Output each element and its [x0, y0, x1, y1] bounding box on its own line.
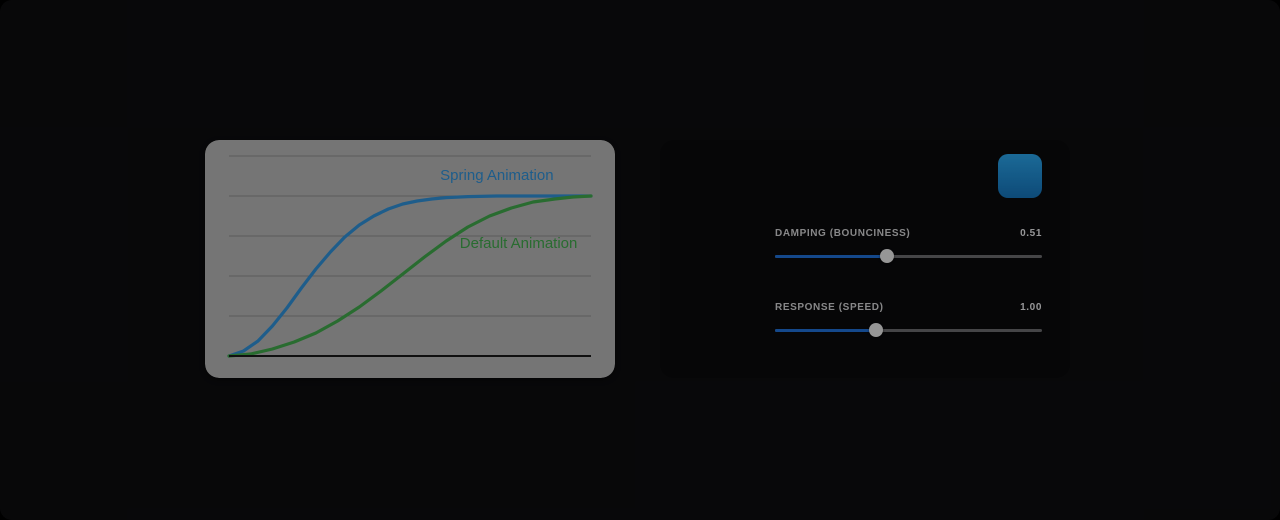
chart-svg: Spring Animation Default Animation	[205, 140, 615, 378]
slider-thumb[interactable]	[869, 323, 883, 337]
preview-swatch	[998, 154, 1042, 198]
slider-thumb[interactable]	[880, 249, 894, 263]
animation-curve-chart: Spring Animation Default Animation	[205, 140, 615, 378]
damping-slider[interactable]	[775, 249, 1042, 263]
svg-text:Spring Animation: Spring Animation	[440, 167, 553, 184]
svg-text:Default Animation: Default Animation	[460, 235, 578, 252]
damping-label: DAMPING (BOUNCINESS)	[775, 228, 910, 239]
damping-value: 0.51	[1020, 228, 1042, 239]
controls-panel: DAMPING (BOUNCINESS) 0.51 RESPONSE (SPEE…	[660, 140, 1070, 378]
response-label: RESPONSE (SPEED)	[775, 302, 884, 313]
slider-fill	[775, 329, 876, 332]
response-slider[interactable]	[775, 323, 1042, 337]
response-value: 1.00	[1020, 302, 1042, 313]
damping-slider-group: DAMPING (BOUNCINESS) 0.51	[775, 228, 1042, 263]
response-slider-group: RESPONSE (SPEED) 1.00	[775, 302, 1042, 337]
stage-background: Spring Animation Default Animation DAMPIN…	[0, 0, 1280, 520]
dim-overlay	[0, 0, 1280, 520]
slider-fill	[775, 255, 887, 258]
